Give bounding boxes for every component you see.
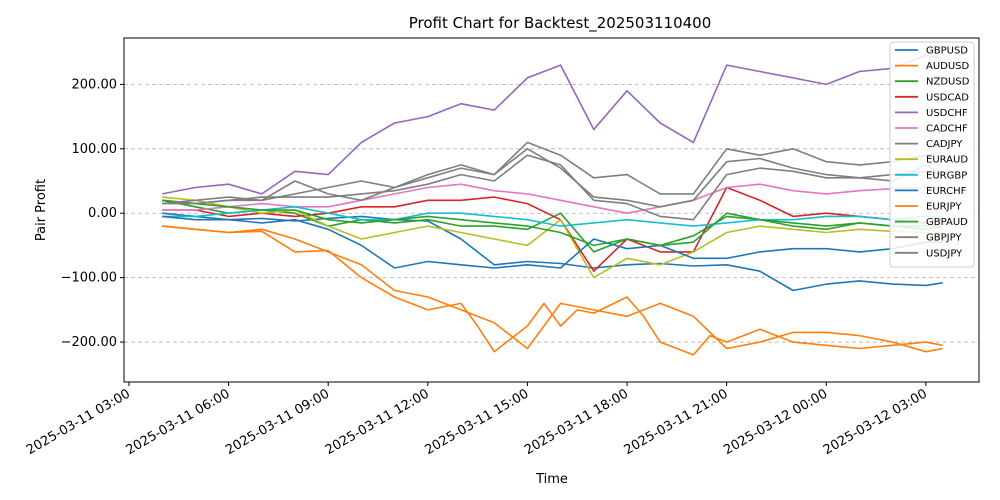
y-tick-label: 100.00: [72, 142, 118, 157]
y-axis-title: Pair Profit: [34, 179, 49, 241]
legend-label: CADJPY: [926, 139, 963, 150]
legend-label: USDJPY: [926, 248, 963, 259]
legend-label: EURJPY: [926, 202, 962, 213]
plot-frame: [123, 37, 980, 383]
series-line-usdjpy: [162, 154, 943, 221]
legend-label: EURAUD: [926, 155, 968, 166]
series-line-eurgbp: [162, 206, 943, 227]
series-line-nzdusd: [162, 199, 943, 253]
legend: GBPUSD AUDUSD NZDUSD USDCAD USDCHF CADCHF CADJ…: [889, 41, 975, 268]
legend-label: GBPAUD: [926, 217, 968, 228]
legend-label: GBPJPY: [926, 233, 962, 244]
series-line-eurchf: [162, 215, 943, 269]
series-line-cadjpy: [162, 141, 943, 205]
series-line-audusd: [162, 225, 943, 356]
legend-label: NZDUSD: [926, 77, 970, 88]
legend-label: GBPUSD: [926, 46, 968, 57]
y-tick-label: −100.00: [61, 271, 117, 286]
series-line-gbpjpy: [162, 148, 943, 208]
legend-label: EURGBP: [926, 170, 967, 181]
chart-title: Profit Chart for Backtest_202503110400: [409, 14, 712, 33]
series-line-usdchf: [162, 54, 943, 195]
x-axis-title: Time: [535, 472, 568, 487]
series-line-gbpaud: [162, 199, 943, 247]
y-tick-label: 200.00: [72, 77, 118, 92]
legend-label: USDCHF: [926, 108, 968, 119]
y-tick-label: 0.00: [88, 206, 117, 221]
legend-box: [889, 41, 975, 268]
legend-label: EURCHF: [926, 186, 967, 197]
series-line-eurjpy: [162, 225, 943, 353]
series-lines: [162, 54, 943, 356]
y-axis: −200.00 −100.00 0.00 100.00 200.00: [61, 77, 124, 350]
legend-label: CADCHF: [926, 124, 968, 135]
legend-label: AUDUSD: [926, 61, 970, 72]
series-line-gbpusd: [162, 212, 943, 292]
legend-label: USDCAD: [926, 92, 969, 103]
y-tick-label: −200.00: [61, 335, 117, 350]
